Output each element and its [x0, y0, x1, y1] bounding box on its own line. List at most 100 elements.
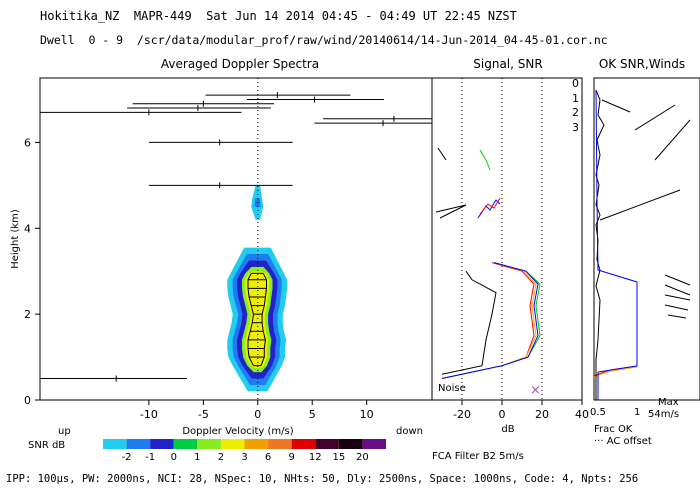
legend-3: 3 [572, 121, 579, 134]
colorbar-swatch [103, 439, 127, 449]
snr-fragment [479, 197, 501, 215]
signal-snr-panel: Signal, SNR -20 0 20 40 dB Noise × 0 1 2 3 [431, 57, 589, 435]
spectra-panel: Averaged Doppler Spectra -10 -5 0 5 10 0246 … [10, 57, 433, 437]
spectra-x-ticks: -10 -5 0 5 10 [140, 400, 374, 421]
wind-arrow [667, 314, 687, 319]
snr-series [435, 147, 541, 379]
colorbar-tick: 0 [171, 452, 177, 463]
x-tick-label: 0 [254, 408, 261, 421]
max-label: Max [658, 397, 679, 408]
colorbar-swatch [150, 439, 174, 449]
spectra-xlabel: Doppler Velocity (m/s) [182, 426, 293, 437]
colorbar-swatch [315, 439, 339, 449]
legend-0: 0 [572, 77, 579, 90]
snr-xlabel: dB [501, 424, 514, 435]
winds-frame [593, 77, 700, 401]
wind-arrow [634, 104, 676, 131]
snr-colorbar: SNR dB -2 -1 0 1 2 3 6 9 12 15 20 [28, 439, 386, 463]
core-left-edge [247, 273, 254, 366]
colorbar-swatch [244, 439, 269, 449]
y-tick-label: 0 [24, 394, 31, 407]
y-tick-label: 2 [24, 308, 31, 321]
snr-fragment [437, 147, 447, 161]
colorbar-tick: 20 [356, 452, 369, 463]
spectra-moment-bars [40, 92, 432, 382]
snr-marker: × [530, 383, 541, 398]
legend-2: 2 [572, 106, 579, 119]
colorbar-swatches [103, 439, 386, 449]
snr-series-0 [441, 262, 535, 379]
colorbar-tick: -2 [122, 452, 132, 463]
legend-1: 1 [572, 92, 579, 105]
spectra-title: Averaged Doppler Spectra [161, 57, 319, 71]
winds-xtick-1: 1 [634, 407, 640, 418]
snr-fragment [435, 204, 467, 219]
colorbar-swatch [362, 439, 386, 449]
spectra-down-note: down [396, 426, 423, 437]
snr-x-ticks: -20 0 20 40 [453, 400, 589, 421]
snr-series-1 [441, 262, 537, 379]
colorbar-swatch [338, 439, 363, 449]
colorbar-swatch [197, 439, 221, 449]
core-right-edge [260, 273, 267, 366]
snr-fragment [479, 149, 491, 171]
footer-params: IPP: 100µs, PW: 2000ns, NCI: 28, NSpec: … [6, 473, 639, 485]
winds-panel: OK SNR,Winds 0.5 1 Frac OK ··· AC offset… [432, 57, 700, 462]
winds-xtick-0: 0.5 [590, 407, 606, 418]
noise-label: Noise [438, 383, 466, 394]
colorbar-tick: 2 [218, 452, 224, 463]
colorbar-tick: 6 [265, 452, 271, 463]
snr-series-3 [441, 262, 539, 379]
x-tick-label: -5 [198, 408, 209, 421]
frac-ok-label: Frac OK [594, 424, 633, 435]
wind-arrow [599, 189, 681, 221]
wind-arrows [599, 99, 691, 319]
header-station-time: Hokitika_NZ MAPR-449 Sat Jun 14 2014 04:… [40, 9, 517, 23]
colorbar-tick: 15 [332, 452, 345, 463]
snr-x-tick-label: -20 [453, 408, 471, 421]
wind-arrow [664, 304, 689, 311]
snr-x-tick-label: 20 [535, 408, 549, 421]
spectra-core [247, 272, 267, 367]
spectra-y-ticks: 0 2 4 6 [24, 136, 40, 407]
wind-arrow [664, 284, 691, 296]
colorbar-tick: 1 [194, 452, 200, 463]
spectra-up-note: up [58, 426, 71, 437]
x-tick-label: -10 [140, 408, 158, 421]
snr-contour-4 [245, 271, 270, 368]
ac-offset-label: ··· AC offset [594, 436, 652, 447]
x-tick-label: 10 [360, 408, 374, 421]
colorbar-swatch [173, 439, 198, 449]
colorbar-swatch [268, 439, 292, 449]
spectra-ylabel: Height (km) [10, 209, 21, 269]
header-dwell-path: Dwell 0 - 9 /scr/data/modular_prof/raw/w… [40, 33, 608, 47]
winds-title: OK SNR,Winds [599, 57, 685, 71]
snr-x-tick-label: 0 [499, 408, 506, 421]
y-tick-label: 4 [24, 222, 31, 235]
wind-arrow [654, 119, 691, 161]
colorbar-ticks: -2 -1 0 1 2 3 6 9 12 15 20 [122, 452, 369, 463]
colorbar-tick: 9 [288, 452, 294, 463]
wind-arrow [664, 274, 691, 286]
frac-trace-1 [593, 366, 638, 378]
filter-label: FCA Filter B2 5m/s [432, 451, 524, 462]
wind-arrow [664, 294, 691, 301]
y-tick-label: 6 [24, 136, 31, 149]
wind-arrow [601, 99, 631, 113]
spectra-snr-contours [227, 185, 288, 392]
colorbar-swatch [126, 439, 151, 449]
frac-trace-blue [595, 89, 638, 400]
x-tick-label: 5 [309, 408, 316, 421]
snr-frame [431, 77, 583, 401]
snr-title: Signal, SNR [473, 57, 542, 71]
snr-x-tick-label: 40 [575, 408, 589, 421]
snr-gridlines [461, 78, 543, 400]
colorbar-tick: -1 [145, 452, 155, 463]
frac-trace-ok [595, 89, 605, 400]
colorbar-swatch [291, 439, 316, 449]
max-value: 54m/s [648, 409, 679, 420]
colorbar-tick: 3 [241, 452, 247, 463]
colorbar-swatch [220, 439, 245, 449]
snr-series-noise [441, 270, 497, 375]
